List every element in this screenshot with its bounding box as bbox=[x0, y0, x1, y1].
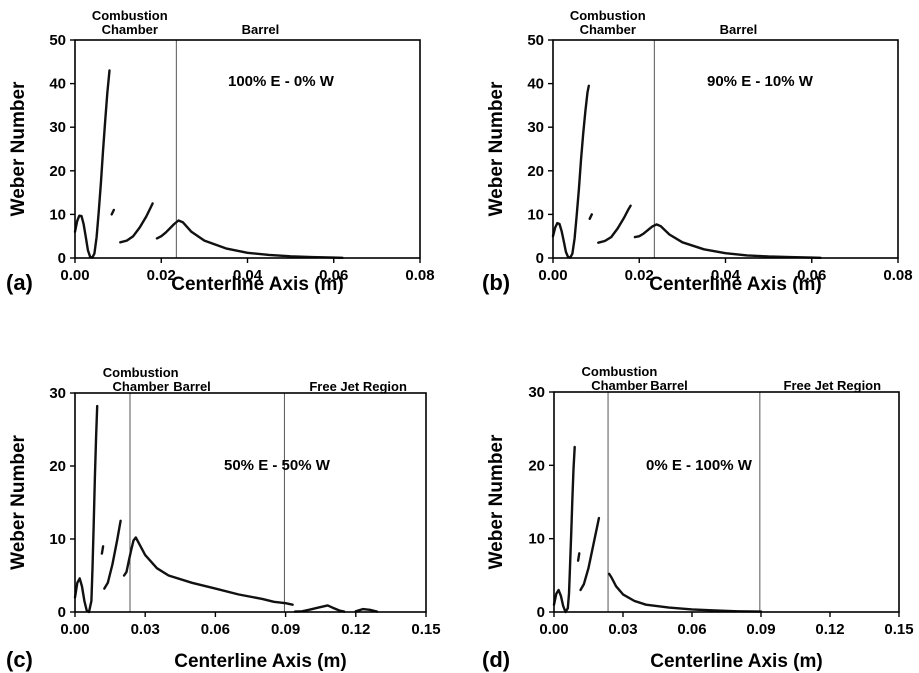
data-series-segment bbox=[552, 445, 576, 614]
data-series-segment bbox=[588, 213, 593, 221]
y-tick-label: 10 bbox=[49, 531, 66, 548]
plot-frame bbox=[74, 392, 427, 613]
y-tick-label: 40 bbox=[49, 76, 66, 93]
region-label: Chamber bbox=[102, 22, 158, 37]
region-label: Barrel bbox=[242, 22, 280, 37]
y-tick-label: 30 bbox=[49, 119, 66, 136]
x-tick-label: 0.06 bbox=[797, 267, 826, 284]
x-tick-label: 0.04 bbox=[711, 267, 741, 284]
y-axis-title: Weber Number bbox=[486, 81, 507, 216]
y-axis-title: Weber Number bbox=[8, 81, 29, 216]
data-series-segment bbox=[73, 404, 99, 614]
x-tick-label: 0.09 bbox=[271, 621, 300, 638]
data-series-segment bbox=[119, 202, 154, 244]
data-series-segment bbox=[608, 572, 763, 613]
y-tick-label: 0 bbox=[58, 250, 66, 267]
x-tick-label: 0.06 bbox=[201, 621, 230, 638]
x-tick-label: 0.00 bbox=[538, 267, 567, 284]
data-series-segment bbox=[103, 519, 122, 590]
x-tick-label: 0.00 bbox=[539, 621, 568, 638]
composition-annotation: 90% E - 10% W bbox=[707, 73, 814, 90]
x-tick-label: 0.09 bbox=[746, 621, 775, 638]
panel-c: 0 10 20 30 0.00 0.03 0.06 0.09 0.12 0.15 Centerlin… bbox=[6, 365, 441, 672]
x-tick-label: 0.15 bbox=[884, 621, 913, 638]
y-tick-label: 20 bbox=[528, 457, 545, 474]
data-series-segment bbox=[354, 607, 379, 613]
data-series-segment bbox=[293, 604, 346, 613]
y-tick-label: 50 bbox=[49, 32, 66, 49]
region-label: Free Jet Region bbox=[784, 378, 882, 393]
panel-b: 0 10 20 30 40 50 0.00 0.02 0.04 0.06 0.08 Centerlin… bbox=[482, 8, 913, 295]
composition-annotation: 100% E - 0% W bbox=[228, 73, 335, 90]
panel-label: (b) bbox=[482, 270, 510, 295]
data-series-segment bbox=[100, 545, 105, 555]
x-tick-label: 0.06 bbox=[319, 267, 348, 284]
data-series-segment bbox=[122, 536, 294, 606]
y-tick-label: 20 bbox=[527, 163, 544, 180]
x-tick-label: 0.03 bbox=[131, 621, 160, 638]
y-tick-label: 20 bbox=[49, 458, 66, 475]
panel-label: (c) bbox=[6, 647, 33, 672]
panel-d: 0 10 20 30 0.00 0.03 0.06 0.09 0.12 0.15 Centerlin… bbox=[482, 364, 914, 672]
x-axis-title: Centerline Axis (m) bbox=[650, 651, 822, 672]
data-series-segment bbox=[73, 69, 111, 259]
region-label: Combustion bbox=[103, 365, 179, 380]
y-tick-label: 30 bbox=[527, 119, 544, 136]
x-tick-label: 0.00 bbox=[60, 621, 89, 638]
region-label: Barrel bbox=[720, 22, 758, 37]
y-tick-label: 0 bbox=[536, 250, 544, 267]
data-series-segment bbox=[551, 84, 590, 259]
region-label: Combustion bbox=[92, 8, 168, 23]
x-tick-label: 0.00 bbox=[60, 267, 89, 284]
y-tick-label: 10 bbox=[528, 531, 545, 548]
y-tick-label: 0 bbox=[58, 604, 66, 621]
x-tick-label: 0.15 bbox=[411, 621, 440, 638]
x-axis-title: Centerline Axis (m) bbox=[649, 274, 821, 295]
x-tick-label: 0.08 bbox=[405, 267, 434, 284]
composition-annotation: 50% E - 50% W bbox=[224, 457, 331, 474]
data-series-segment bbox=[597, 204, 632, 244]
y-tick-label: 30 bbox=[49, 385, 66, 402]
region-label: Barrel bbox=[650, 378, 688, 393]
y-axis-title: Weber Number bbox=[486, 434, 507, 569]
data-series-segment bbox=[633, 223, 822, 259]
x-axis-title: Centerline Axis (m) bbox=[174, 651, 346, 672]
y-tick-label: 10 bbox=[527, 206, 544, 223]
region-label: Chamber bbox=[591, 378, 647, 393]
x-axis-title: Centerline Axis (m) bbox=[171, 274, 343, 295]
x-tick-label: 0.02 bbox=[625, 267, 654, 284]
y-tick-label: 30 bbox=[528, 384, 545, 401]
panel-label: (a) bbox=[6, 270, 33, 295]
x-tick-label: 0.12 bbox=[815, 621, 844, 638]
x-tick-label: 0.12 bbox=[341, 621, 370, 638]
panel-label: (d) bbox=[482, 647, 510, 672]
region-label: Combustion bbox=[581, 364, 657, 379]
data-series-segment bbox=[155, 219, 344, 259]
y-tick-label: 10 bbox=[49, 206, 66, 223]
x-tick-label: 0.06 bbox=[677, 621, 706, 638]
region-label: Chamber bbox=[113, 379, 169, 394]
y-tick-label: 40 bbox=[527, 76, 544, 93]
y-tick-label: 50 bbox=[527, 32, 544, 49]
y-tick-label: 0 bbox=[537, 604, 545, 621]
region-label: Free Jet Region bbox=[309, 379, 407, 394]
x-tick-label: 0.03 bbox=[608, 621, 637, 638]
x-tick-label: 0.04 bbox=[233, 267, 263, 284]
x-tick-label: 0.02 bbox=[147, 267, 176, 284]
y-tick-label: 20 bbox=[49, 163, 66, 180]
data-series-segment bbox=[579, 516, 601, 592]
data-series-segment bbox=[110, 208, 116, 216]
composition-annotation: 0% E - 100% W bbox=[646, 457, 753, 474]
region-label: Combustion bbox=[570, 8, 646, 23]
data-series-segment bbox=[576, 552, 581, 562]
x-tick-label: 0.08 bbox=[883, 267, 912, 284]
plot-frame bbox=[553, 391, 900, 613]
panel-a: 0 10 20 30 40 50 0.00 0.02 0.04 0.06 0.08 Centerlin… bbox=[6, 8, 435, 295]
y-axis-title: Weber Number bbox=[8, 435, 29, 570]
region-label: Chamber bbox=[580, 22, 636, 37]
region-label: Barrel bbox=[173, 379, 211, 394]
